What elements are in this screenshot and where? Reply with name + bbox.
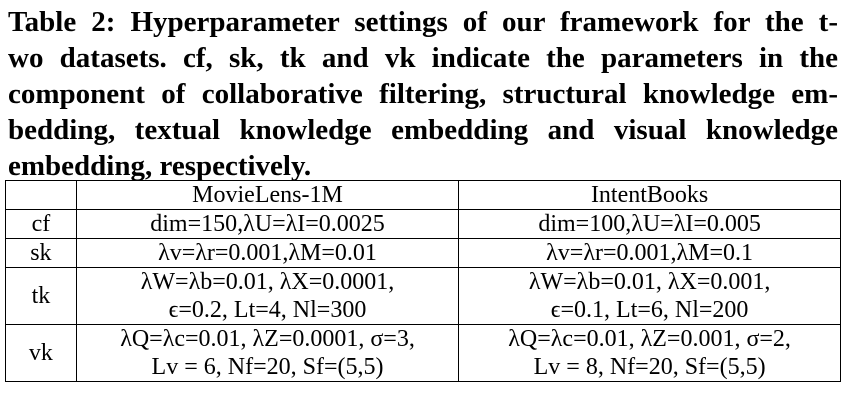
header-movielens: MovieLens-1M bbox=[75, 180, 460, 210]
header-corner bbox=[5, 180, 77, 210]
cell-cf-intentbooks-line-1: dim=100,λU=λI=0.005 bbox=[538, 211, 761, 237]
cell-sk-intentbooks: λv=λr=0.001,λM=0.1 bbox=[458, 238, 841, 268]
row-label-cf: cf bbox=[5, 209, 77, 239]
cell-vk-intentbooks-line-2: Lv = 8, Nf=20, Sf=(5,5) bbox=[533, 354, 766, 380]
cell-cf-movielens: dim=150,λU=λI=0.0025 bbox=[75, 209, 460, 239]
table-row-cf: cf dim=150,λU=λI=0.0025 dim=100,λU=λI=0.… bbox=[5, 209, 841, 239]
table-caption: Table 2: Hyperparameter settings of our … bbox=[8, 4, 838, 184]
row-label-sk: sk bbox=[5, 238, 77, 268]
caption-line-4: bedding, textual knowledge embedding and… bbox=[8, 114, 838, 146]
table-row-sk: sk λv=λr=0.001,λM=0.01 λv=λr=0.001,λM=0.… bbox=[5, 238, 841, 268]
caption-line-1: Table 2: Hyperparameter settings of our … bbox=[8, 6, 838, 38]
row-label-vk: vk bbox=[5, 324, 77, 382]
caption-line-2: wo datasets. cf, sk, tk and vk indicate … bbox=[8, 42, 838, 74]
header-intentbooks: IntentBooks bbox=[458, 180, 841, 210]
cell-vk-movielens-line-2: Lv = 6, Nf=20, Sf=(5,5) bbox=[151, 354, 384, 380]
table-header-row: MovieLens-1M IntentBooks bbox=[5, 180, 841, 210]
cell-sk-movielens-line-1: λv=λr=0.001,λM=0.01 bbox=[158, 240, 377, 266]
table-row-vk: vk λQ=λc=0.01, λZ=0.0001, σ=3, Lv = 6, N… bbox=[5, 324, 841, 382]
cell-sk-intentbooks-line-1: λv=λr=0.001,λM=0.1 bbox=[546, 240, 754, 266]
cell-vk-movielens-line-1: λQ=λc=0.01, λZ=0.0001, σ=3, bbox=[120, 326, 415, 352]
cell-tk-intentbooks-line-1: λW=λb=0.01, λX=0.001, bbox=[528, 269, 771, 295]
cell-sk-movielens: λv=λr=0.001,λM=0.01 bbox=[75, 238, 460, 268]
table-row-tk: tk λW=λb=0.01, λX=0.0001, ϵ=0.2, Lt=4, N… bbox=[5, 267, 841, 325]
cell-tk-movielens-line-2: ϵ=0.2, Lt=4, Nl=300 bbox=[168, 297, 367, 323]
cell-vk-movielens: λQ=λc=0.01, λZ=0.0001, σ=3, Lv = 6, Nf=2… bbox=[75, 324, 460, 382]
cell-tk-intentbooks-line-2: ϵ=0.1, Lt=6, Nl=200 bbox=[550, 297, 749, 323]
cell-tk-movielens: λW=λb=0.01, λX=0.0001, ϵ=0.2, Lt=4, Nl=3… bbox=[75, 267, 460, 325]
cell-tk-intentbooks: λW=λb=0.01, λX=0.001, ϵ=0.1, Lt=6, Nl=20… bbox=[458, 267, 841, 325]
hyperparameter-table: MovieLens-1M IntentBooks cf dim=150,λU=λ… bbox=[5, 180, 841, 382]
cell-vk-intentbooks-line-1: λQ=λc=0.01, λZ=0.001, σ=2, bbox=[508, 326, 791, 352]
cell-cf-movielens-line-1: dim=150,λU=λI=0.0025 bbox=[150, 211, 385, 237]
cell-tk-movielens-line-1: λW=λb=0.01, λX=0.0001, bbox=[140, 269, 395, 295]
caption-line-3: component of collaborative filtering, st… bbox=[8, 78, 838, 110]
row-label-tk: tk bbox=[5, 267, 77, 325]
cell-vk-intentbooks: λQ=λc=0.01, λZ=0.001, σ=2, Lv = 8, Nf=20… bbox=[458, 324, 841, 382]
cell-cf-intentbooks: dim=100,λU=λI=0.005 bbox=[458, 209, 841, 239]
caption-line-5: embedding, respectively. bbox=[8, 150, 312, 182]
